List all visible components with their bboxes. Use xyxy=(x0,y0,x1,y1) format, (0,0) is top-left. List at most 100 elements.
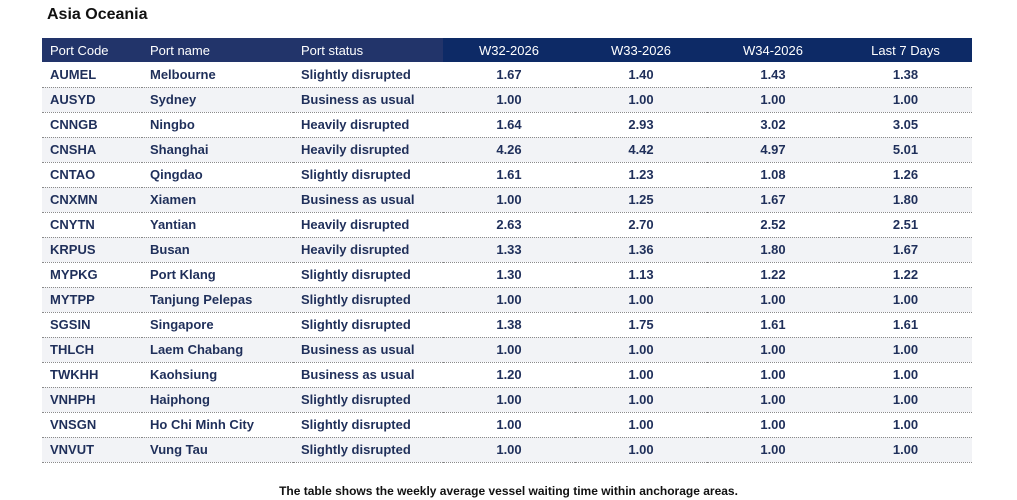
port-status-cell: Business as usual xyxy=(293,87,443,113)
w33-value-cell: 1.00 xyxy=(575,287,707,313)
w32-value-cell: 1.61 xyxy=(443,162,575,188)
w32-value-cell: 1.00 xyxy=(443,187,575,213)
w33-value-cell: 4.42 xyxy=(575,137,707,163)
w34-value-cell: 1.67 xyxy=(707,187,839,213)
w34-value-cell: 1.61 xyxy=(707,312,839,338)
port-name-cell: Yantian xyxy=(142,212,293,238)
port-code-cell: CNTAO xyxy=(42,162,142,188)
port-code-cell: KRPUS xyxy=(42,237,142,263)
last-7-days-value-cell: 1.00 xyxy=(839,387,972,413)
port-status-cell: Business as usual xyxy=(293,187,443,213)
port-name-cell: Tanjung Pelepas xyxy=(142,287,293,313)
w33-value-cell: 1.00 xyxy=(575,437,707,463)
port-status-cell: Slightly disrupted xyxy=(293,262,443,288)
w34-value-cell: 1.00 xyxy=(707,287,839,313)
port-status-cell: Heavily disrupted xyxy=(293,137,443,163)
w32-value-cell: 1.30 xyxy=(443,262,575,288)
port-name-cell: Shanghai xyxy=(142,137,293,163)
port-name-cell: Port Klang xyxy=(142,262,293,288)
w33-value-cell: 1.00 xyxy=(575,337,707,363)
port-code-cell: THLCH xyxy=(42,337,142,363)
w34-value-cell: 1.00 xyxy=(707,412,839,438)
port-code-cell: MYPKG xyxy=(42,262,142,288)
port-status-cell: Heavily disrupted xyxy=(293,112,443,138)
w33-value-cell: 1.00 xyxy=(575,87,707,113)
w33-value-cell: 2.93 xyxy=(575,112,707,138)
table-row: VNSGN Ho Chi Minh City Slightly disrupte… xyxy=(42,412,972,438)
port-name-cell: Vung Tau xyxy=(142,437,293,463)
port-name-cell: Qingdao xyxy=(142,162,293,188)
w34-value-cell: 1.00 xyxy=(707,437,839,463)
port-status-cell: Heavily disrupted xyxy=(293,237,443,263)
region-title: Asia Oceania xyxy=(47,6,148,23)
table-row: AUMEL Melbourne Slightly disrupted 1.67 … xyxy=(42,62,972,88)
port-status-cell: Slightly disrupted xyxy=(293,62,443,88)
w32-value-cell: 1.64 xyxy=(443,112,575,138)
table-header-row: Port Code Port name Port status W32-2026… xyxy=(42,38,972,62)
w34-value-cell: 3.02 xyxy=(707,112,839,138)
last-7-days-value-cell: 1.80 xyxy=(839,187,972,213)
last-7-days-value-cell: 1.26 xyxy=(839,162,972,188)
port-name-cell: Ningbo xyxy=(142,112,293,138)
port-status-cell: Slightly disrupted xyxy=(293,312,443,338)
w34-value-cell: 4.97 xyxy=(707,137,839,163)
column-header-port-code: Port Code xyxy=(42,38,142,62)
last-7-days-value-cell: 1.00 xyxy=(839,287,972,313)
port-status-cell: Slightly disrupted xyxy=(293,387,443,413)
port-code-cell: TWKHH xyxy=(42,362,142,388)
w33-value-cell: 1.13 xyxy=(575,262,707,288)
w34-value-cell: 2.52 xyxy=(707,212,839,238)
w32-value-cell: 2.63 xyxy=(443,212,575,238)
last-7-days-value-cell: 1.00 xyxy=(839,87,972,113)
table-row: SGSIN Singapore Slightly disrupted 1.38 … xyxy=(42,312,972,338)
table-row: MYPKG Port Klang Slightly disrupted 1.30… xyxy=(42,262,972,288)
port-name-cell: Laem Chabang xyxy=(142,337,293,363)
port-code-cell: VNVUT xyxy=(42,437,142,463)
last-7-days-value-cell: 2.51 xyxy=(839,212,972,238)
table-row: CNNGB Ningbo Heavily disrupted 1.64 2.93… xyxy=(42,112,972,138)
last-7-days-value-cell: 3.05 xyxy=(839,112,972,138)
table-row: MYTPP Tanjung Pelepas Slightly disrupted… xyxy=(42,287,972,313)
port-code-cell: VNHPH xyxy=(42,387,142,413)
port-code-cell: AUSYD xyxy=(42,87,142,113)
table-row: CNXMN Xiamen Business as usual 1.00 1.25… xyxy=(42,187,972,213)
column-header-w32: W32-2026 xyxy=(443,38,575,62)
w32-value-cell: 1.38 xyxy=(443,312,575,338)
column-header-w34: W34-2026 xyxy=(707,38,839,62)
column-header-last-7-days: Last 7 Days xyxy=(839,38,972,62)
port-code-cell: CNNGB xyxy=(42,112,142,138)
last-7-days-value-cell: 1.38 xyxy=(839,62,972,88)
table-caption: The table shows the weekly average vesse… xyxy=(279,484,738,498)
w33-value-cell: 1.36 xyxy=(575,237,707,263)
port-code-cell: CNXMN xyxy=(42,187,142,213)
port-name-cell: Xiamen xyxy=(142,187,293,213)
port-code-cell: CNSHA xyxy=(42,137,142,163)
w34-value-cell: 1.00 xyxy=(707,387,839,413)
port-code-cell: SGSIN xyxy=(42,312,142,338)
port-name-cell: Sydney xyxy=(142,87,293,113)
table-row: CNSHA Shanghai Heavily disrupted 4.26 4.… xyxy=(42,137,972,163)
last-7-days-value-cell: 1.67 xyxy=(839,237,972,263)
w32-value-cell: 1.00 xyxy=(443,87,575,113)
w34-value-cell: 1.00 xyxy=(707,337,839,363)
w34-value-cell: 1.22 xyxy=(707,262,839,288)
w33-value-cell: 1.00 xyxy=(575,412,707,438)
w32-value-cell: 1.67 xyxy=(443,62,575,88)
w33-value-cell: 1.00 xyxy=(575,362,707,388)
table-row: TWKHH Kaohsiung Business as usual 1.20 1… xyxy=(42,362,972,388)
port-status-cell: Heavily disrupted xyxy=(293,212,443,238)
port-status-cell: Business as usual xyxy=(293,337,443,363)
column-header-w33: W33-2026 xyxy=(575,38,707,62)
table-row: CNTAO Qingdao Slightly disrupted 1.61 1.… xyxy=(42,162,972,188)
column-header-port-name: Port name xyxy=(142,38,293,62)
last-7-days-value-cell: 1.00 xyxy=(839,437,972,463)
port-status-cell: Slightly disrupted xyxy=(293,287,443,313)
port-name-cell: Melbourne xyxy=(142,62,293,88)
w33-value-cell: 2.70 xyxy=(575,212,707,238)
port-code-cell: VNSGN xyxy=(42,412,142,438)
w34-value-cell: 1.00 xyxy=(707,362,839,388)
w34-value-cell: 1.08 xyxy=(707,162,839,188)
w33-value-cell: 1.23 xyxy=(575,162,707,188)
port-status-cell: Business as usual xyxy=(293,362,443,388)
table-row: CNYTN Yantian Heavily disrupted 2.63 2.7… xyxy=(42,212,972,238)
